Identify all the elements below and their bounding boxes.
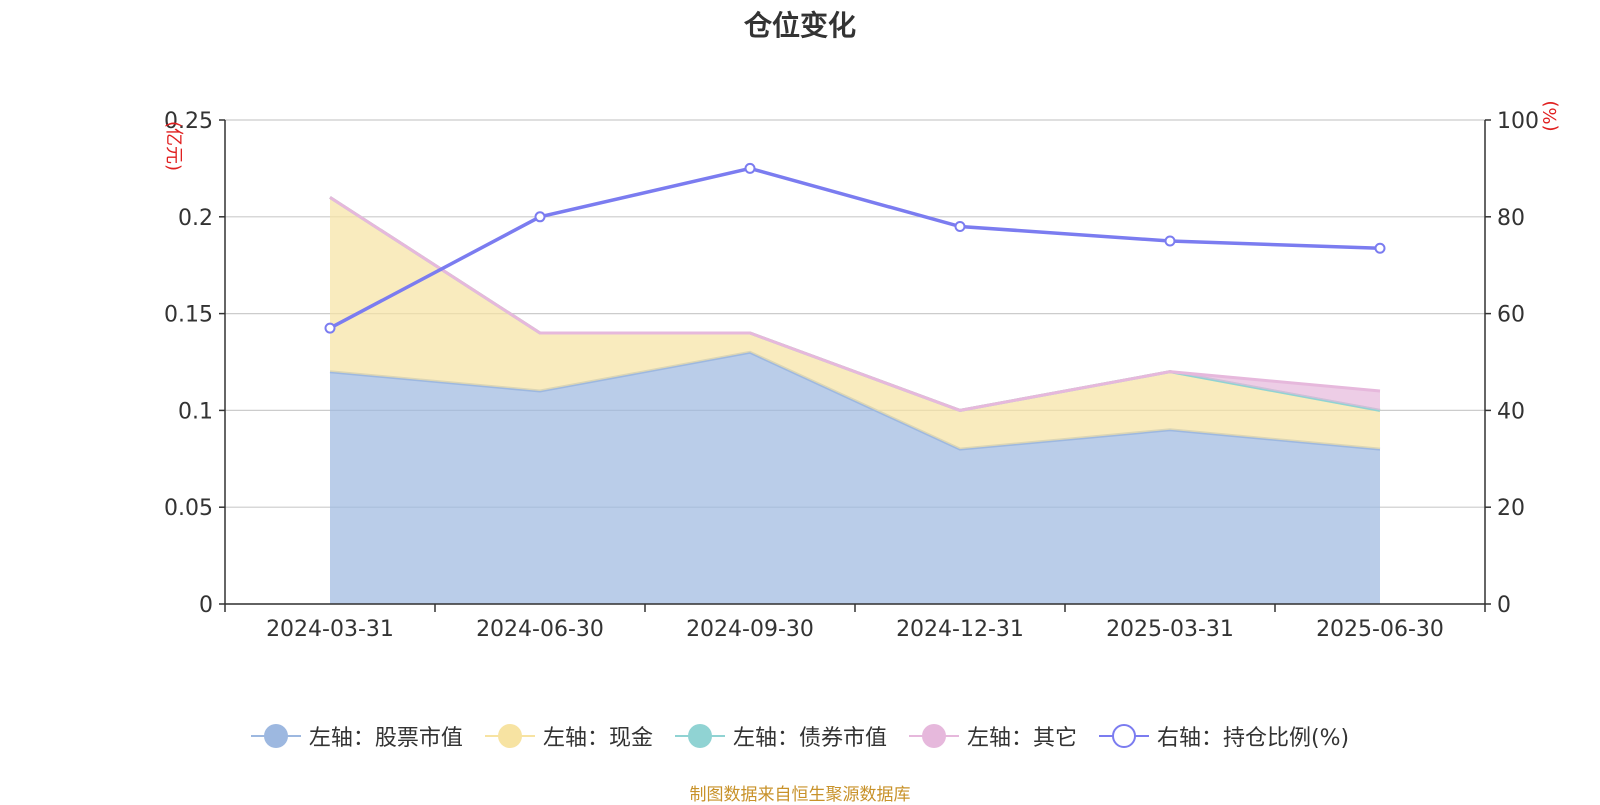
line-point	[1374, 242, 1386, 254]
stacked-areas	[329, 196, 1381, 604]
legend-swatch-icon	[484, 723, 535, 749]
legend-label: 左轴：股票市值	[308, 726, 463, 751]
area-左轴：现金	[330, 197, 1380, 450]
area-edge-左轴：其它	[329, 196, 1381, 412]
right-tick-label: 20	[1497, 496, 1525, 521]
legend-label: 左轴：其它	[966, 726, 1077, 751]
ratio-line	[324, 162, 1386, 334]
legend-item[interactable]: 左轴：债券市值	[674, 720, 887, 752]
line-point	[1164, 235, 1176, 247]
legend[interactable]: 左轴：股票市值 左轴：现金 左轴：债券市值 左轴：其它 右轴：持仓比例(%)	[0, 720, 1600, 752]
axes	[219, 119, 1491, 612]
x-tick-label: 2024-03-31	[266, 617, 394, 642]
legend-item[interactable]: 左轴：股票市值	[250, 720, 463, 752]
chart-title: 仓位变化	[743, 9, 856, 42]
right-tick-label: 0	[1497, 593, 1511, 618]
left-tick-label: 0.2	[178, 206, 213, 231]
line-point	[954, 220, 966, 232]
right-tick-label: 100	[1497, 109, 1539, 134]
left-tick-label: 0.05	[164, 496, 213, 521]
line-point	[534, 211, 546, 223]
data-source-footer: 制图数据来自恒生聚源数据库	[689, 785, 911, 805]
x-tick-label: 2025-03-31	[1106, 617, 1234, 642]
area-左轴：其它	[330, 197, 1380, 411]
x-tick-label: 2024-06-30	[476, 617, 604, 642]
left-tick-label: 0.1	[178, 399, 213, 424]
right-axis-unit: (%)	[1540, 100, 1561, 131]
legend-item[interactable]: 左轴：现金	[484, 720, 653, 752]
x-tick-label: 2025-06-30	[1316, 617, 1444, 642]
legend-label: 左轴：债券市值	[732, 726, 887, 751]
x-tick-label: 2024-09-30	[686, 617, 814, 642]
right-tick-label: 60	[1497, 303, 1525, 328]
legend-swatch-icon	[250, 723, 301, 749]
legend-swatch-icon	[1098, 723, 1149, 749]
legend-swatch-icon	[674, 723, 725, 749]
x-tick-label: 2024-12-31	[896, 617, 1024, 642]
left-tick-label: 0.25	[164, 109, 213, 134]
left-tick-label: 0	[199, 593, 213, 618]
left-axis-unit: (亿元)	[163, 121, 184, 171]
legend-item[interactable]: 左轴：其它	[908, 720, 1077, 752]
axis-labels: 0 0.05 0.1 0.15 0.2 0.25 0 20 40 60 80 100 2024-03-3…	[163, 100, 1561, 642]
line-右轴：持仓比例(%)	[329, 166, 1381, 330]
left-tick-label: 0.15	[164, 303, 213, 328]
line-point	[744, 162, 756, 174]
right-tick-label: 40	[1497, 399, 1525, 424]
legend-label: 左轴：现金	[542, 726, 653, 751]
legend-swatch-icon	[908, 723, 959, 749]
right-tick-label: 80	[1497, 206, 1525, 231]
legend-label: 右轴：持仓比例(%)	[1156, 726, 1350, 751]
area-左轴：股票市值	[330, 352, 1380, 604]
legend-item[interactable]: 右轴：持仓比例(%)	[1098, 720, 1350, 752]
line-point	[324, 322, 336, 334]
